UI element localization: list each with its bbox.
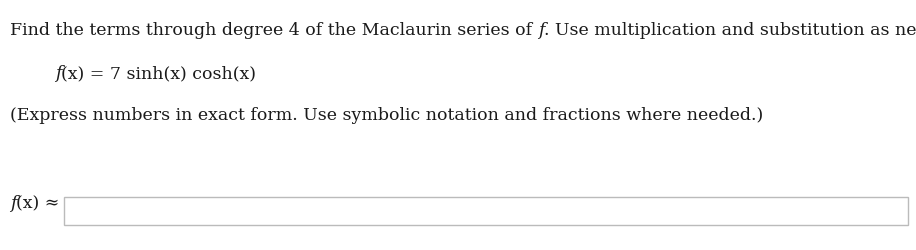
Text: (x) ≈: (x) ≈ — [16, 195, 60, 212]
Text: Find the terms through degree 4 of the Maclaurin series of: Find the terms through degree 4 of the M… — [10, 22, 538, 39]
Text: (x) = 7 sinh(x) cosh(x): (x) = 7 sinh(x) cosh(x) — [61, 65, 256, 82]
FancyBboxPatch shape — [63, 197, 908, 225]
Text: . Use multiplication and substitution as necessary.: . Use multiplication and substitution as… — [544, 22, 916, 39]
Text: f: f — [55, 65, 61, 82]
Text: (Express numbers in exact form. Use symbolic notation and fractions where needed: (Express numbers in exact form. Use symb… — [10, 107, 763, 124]
Text: f: f — [538, 22, 544, 39]
Text: f: f — [10, 195, 16, 212]
